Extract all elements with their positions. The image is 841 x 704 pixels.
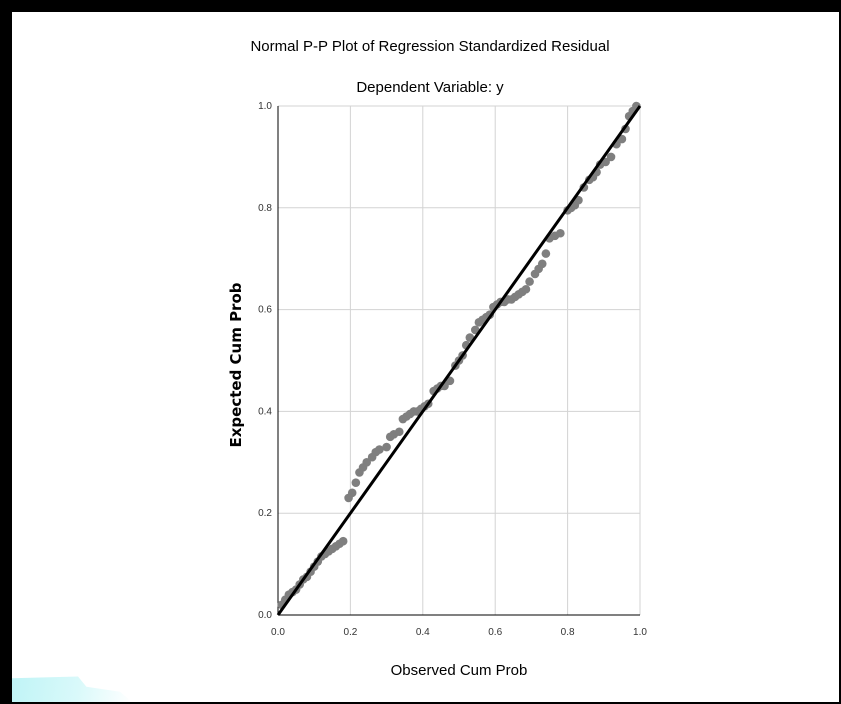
chart-subtitle: Dependent Variable: y bbox=[356, 79, 504, 96]
reference-line bbox=[276, 105, 642, 616]
tick-labels: 0.0 0.2 0.4 0.6 0.8 1.0 0.0 0.2 0.4 0.6 0.8 1.0 bbox=[258, 101, 647, 638]
data-point bbox=[351, 478, 361, 487]
chart-title: Normal P-P Plot of Regression Standardiz… bbox=[250, 38, 609, 55]
data-point bbox=[537, 259, 547, 269]
data-point bbox=[541, 249, 551, 258]
x-tick-label: 0.6 bbox=[488, 627, 502, 638]
y-tick-label: 0.8 bbox=[258, 203, 272, 214]
pp-plot-chart: Normal P-P Plot of Regression Standardiz… bbox=[227, 38, 647, 679]
data-point bbox=[521, 284, 531, 294]
data-point bbox=[338, 536, 348, 546]
data-point bbox=[382, 442, 391, 452]
data-points bbox=[277, 101, 641, 610]
y-tick-label: 1.0 bbox=[258, 101, 272, 112]
data-point bbox=[347, 488, 357, 498]
data-point bbox=[525, 277, 534, 286]
y-tick-label: 0.6 bbox=[258, 305, 272, 316]
data-point bbox=[375, 445, 384, 454]
y-tick-label: 0.2 bbox=[258, 508, 272, 519]
y-tick-label: 0.0 bbox=[258, 610, 272, 621]
x-axis-title: Observed Cum Prob bbox=[391, 662, 528, 679]
x-tick-label: 1.0 bbox=[633, 627, 647, 638]
plot-axes bbox=[277, 106, 640, 616]
page-frame: Normal P-P Plot of Regression Standardiz… bbox=[12, 12, 839, 702]
x-tick-label: 0.2 bbox=[343, 627, 357, 638]
x-tick-label: 0.0 bbox=[271, 627, 285, 638]
data-point bbox=[606, 152, 616, 162]
y-axis-title: Expected Cum Prob bbox=[227, 282, 245, 447]
x-tick-label: 0.4 bbox=[416, 627, 430, 638]
x-tick-label: 0.8 bbox=[561, 627, 575, 638]
data-point bbox=[394, 427, 404, 437]
data-point bbox=[362, 458, 371, 467]
grid-lines bbox=[278, 105, 641, 615]
y-tick-label: 0.4 bbox=[258, 406, 272, 417]
data-point bbox=[556, 228, 565, 238]
